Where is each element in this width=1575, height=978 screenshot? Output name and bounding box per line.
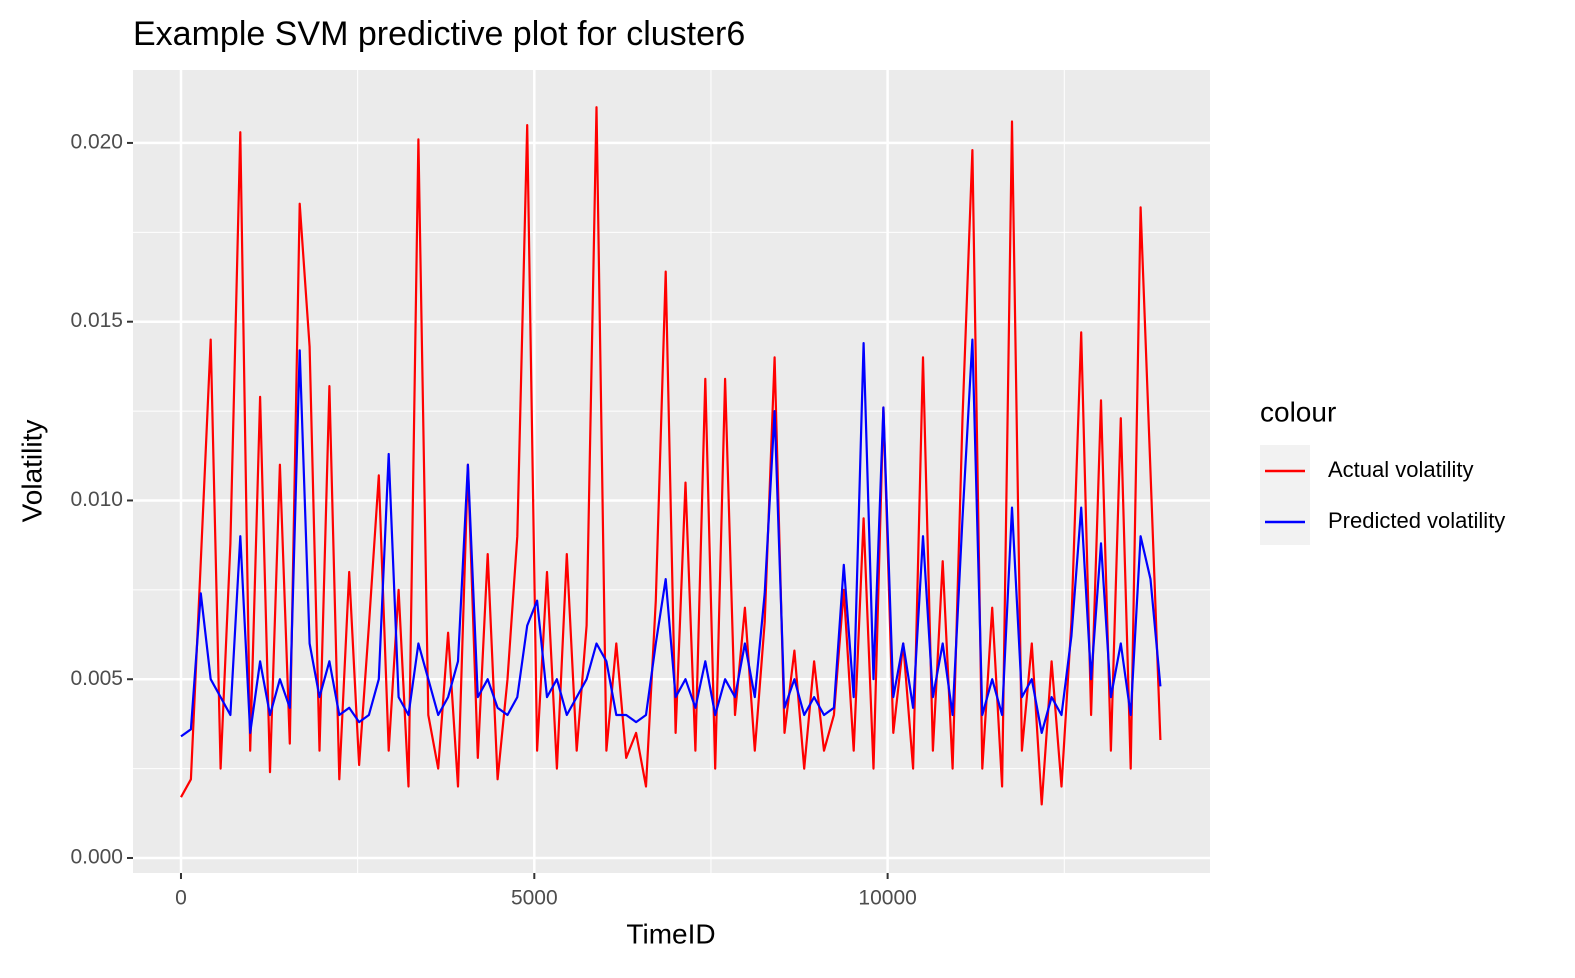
legend-title: colour — [1260, 396, 1336, 427]
y-tick-label: 0.020 — [70, 130, 123, 153]
y-tick-label: 0.010 — [70, 488, 123, 511]
x-tick-label: 0 — [175, 887, 187, 910]
x-axis-label: TimeID — [626, 918, 715, 949]
x-tick-label: 5000 — [511, 887, 558, 910]
y-tick-label: 0.000 — [70, 846, 123, 869]
legend-label: Actual volatility — [1328, 457, 1474, 482]
legend-keys-bg — [1260, 445, 1310, 545]
legend-label: Predicted volatility — [1328, 508, 1505, 533]
y-tick-label: 0.005 — [70, 667, 123, 690]
series-line — [180, 338, 1162, 738]
y-axis-label: Volatility — [16, 420, 47, 523]
x-tick-label: 10000 — [858, 887, 916, 910]
chart-title: Example SVM predictive plot for cluster6 — [133, 15, 745, 53]
y-tick-label: 0.015 — [70, 309, 123, 332]
